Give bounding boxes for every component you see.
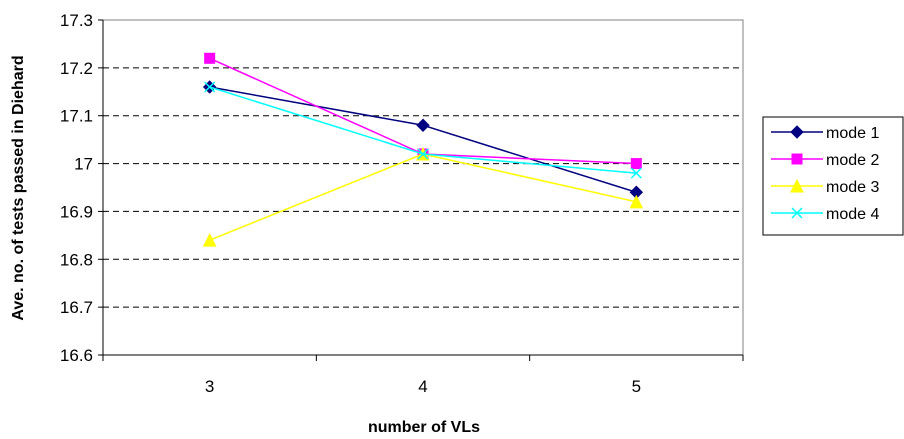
legend-item-mode-1: mode 1 <box>771 125 879 142</box>
y-tick-label: 16.6 <box>60 346 93 365</box>
data-point-mode-4 <box>417 148 429 160</box>
y-tick-label: 16.7 <box>60 298 93 317</box>
legend-label: mode 1 <box>826 125 879 142</box>
data-point-mode-2 <box>204 52 216 64</box>
legend-label: mode 3 <box>826 179 879 196</box>
data-point-mode-2 <box>630 158 642 170</box>
y-tick-label: 17 <box>74 155 93 174</box>
legend-marker-mode-3 <box>790 178 804 193</box>
legend-label: mode 4 <box>826 206 879 223</box>
x-tick-label: 4 <box>418 377 427 396</box>
y-axis: 16.6 16.7 16.8 16.9 17 17.1 17.2 17.3 <box>60 11 104 365</box>
series-mode-4 <box>204 81 642 179</box>
data-point-mode-3 <box>629 194 644 209</box>
data-point-mode-4 <box>630 167 642 179</box>
legend-item-mode-4: mode 4 <box>771 206 879 223</box>
y-tick-label: 17.1 <box>60 107 93 126</box>
y-tick-label: 16.9 <box>60 202 93 221</box>
legend-item-mode-2: mode 2 <box>771 152 879 169</box>
x-tick-label: 3 <box>205 377 214 396</box>
y-tick-label: 17.3 <box>60 11 93 30</box>
legend-label: mode 2 <box>826 152 879 169</box>
series-mode-3 <box>202 146 644 247</box>
data-point-mode-1 <box>416 118 430 132</box>
series-layer <box>202 52 644 247</box>
plot-area <box>102 19 744 356</box>
series-line-mode-1 <box>209 86 637 194</box>
legend-marker-mode-4 <box>791 207 803 219</box>
x-axis-title: number of VLs <box>368 419 480 436</box>
legend-marker-mode-1 <box>790 125 804 139</box>
legend-box <box>762 116 904 236</box>
x-axis: 3 4 5 <box>102 354 744 396</box>
gridlines <box>103 67 743 308</box>
legend-marker-mode-2 <box>791 153 803 165</box>
series-mode-1 <box>202 80 644 199</box>
y-tick-label: 16.8 <box>60 250 93 269</box>
data-point-mode-3 <box>202 233 217 247</box>
y-axis-title: Ave. no. of tests passed in Diehard <box>10 55 27 320</box>
legend: mode 1 mode 2 mode 3 mode 4 <box>762 116 904 236</box>
x-tick-label: 5 <box>632 377 641 396</box>
legend-item-mode-3: mode 3 <box>771 178 879 196</box>
data-point-mode-4 <box>204 81 216 93</box>
y-tick-label: 17.2 <box>60 59 93 78</box>
